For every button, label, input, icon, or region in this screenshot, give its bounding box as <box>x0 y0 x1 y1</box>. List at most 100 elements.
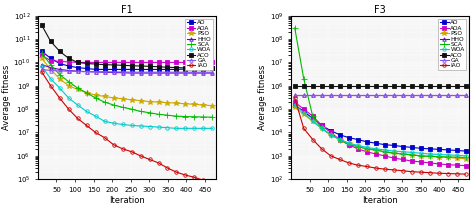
HHO <box>137 72 143 74</box>
SCA <box>436 155 441 158</box>
AOA <box>409 160 414 162</box>
SCA <box>84 91 90 94</box>
SCA <box>382 150 387 153</box>
ACO <box>400 84 405 87</box>
AO <box>201 68 206 70</box>
AOA <box>93 61 99 64</box>
SCA <box>463 156 468 159</box>
AOA <box>337 138 343 141</box>
AO <box>400 145 405 148</box>
SCA <box>66 80 72 83</box>
SCA <box>319 127 325 130</box>
PSO <box>75 88 81 91</box>
ACO <box>137 65 143 67</box>
X-axis label: Iteration: Iteration <box>109 196 145 205</box>
IAO <box>39 70 45 73</box>
AOA <box>427 162 432 164</box>
WOA <box>93 115 99 118</box>
ACO <box>427 84 432 87</box>
Line: ACO: ACO <box>293 84 467 88</box>
PSO <box>409 153 414 156</box>
SCA <box>391 152 396 155</box>
PSO <box>301 113 307 116</box>
HHO <box>48 66 54 69</box>
WOA <box>146 125 152 128</box>
AOA <box>48 59 54 62</box>
IAO <box>137 155 143 157</box>
Line: HHO: HHO <box>293 93 467 97</box>
ACO <box>210 67 215 70</box>
IAO <box>164 167 170 169</box>
AOA <box>418 161 423 163</box>
IAO <box>301 127 307 130</box>
AO <box>337 134 343 136</box>
AOA <box>164 61 170 64</box>
AO <box>84 67 90 70</box>
AOA <box>201 61 206 64</box>
GA <box>39 68 45 71</box>
PSO <box>454 157 459 159</box>
WOA <box>328 134 334 136</box>
SCA <box>191 115 197 118</box>
IAO <box>48 84 54 87</box>
GA <box>436 94 441 96</box>
X-axis label: Iteration: Iteration <box>362 196 398 205</box>
PSO <box>436 155 441 158</box>
SCA <box>173 115 179 118</box>
GA <box>301 94 307 96</box>
GA <box>102 70 108 73</box>
AOA <box>328 131 334 134</box>
WOA <box>155 126 161 128</box>
SCA <box>400 153 405 155</box>
SCA <box>48 63 54 66</box>
SCA <box>346 143 352 146</box>
ACO <box>84 62 90 65</box>
ACO <box>454 84 459 87</box>
AOA <box>319 124 325 127</box>
SCA <box>164 114 170 116</box>
PSO <box>102 95 108 98</box>
ACO <box>310 84 316 87</box>
AOA <box>102 61 108 64</box>
PSO <box>382 150 387 153</box>
GA <box>75 70 81 73</box>
ACO <box>57 50 63 53</box>
PSO <box>391 152 396 155</box>
HHO <box>418 94 423 96</box>
GA <box>454 94 459 96</box>
GA <box>120 71 126 73</box>
AO <box>111 68 117 71</box>
GA <box>409 94 414 96</box>
IAO <box>155 162 161 164</box>
PSO <box>182 102 188 105</box>
GA <box>182 71 188 73</box>
GA <box>337 94 343 96</box>
AOA <box>292 101 298 103</box>
GA <box>84 70 90 73</box>
HHO <box>328 94 334 96</box>
HHO <box>382 94 387 96</box>
Line: ACO: ACO <box>40 23 214 70</box>
AOA <box>301 108 307 110</box>
AO <box>48 57 54 60</box>
SCA <box>355 145 361 148</box>
HHO <box>427 94 432 96</box>
PSO <box>39 57 45 60</box>
SCA <box>310 115 316 118</box>
ACO <box>355 84 361 87</box>
IAO <box>337 158 343 161</box>
IAO <box>93 131 99 134</box>
GA <box>427 94 432 96</box>
PSO <box>173 102 179 105</box>
IAO <box>201 179 206 182</box>
WOA <box>436 153 441 156</box>
SCA <box>93 97 99 99</box>
IAO <box>210 181 215 184</box>
PSO <box>463 157 468 160</box>
PSO <box>355 145 361 148</box>
HHO <box>128 72 134 74</box>
ACO <box>128 64 134 67</box>
GA <box>391 94 396 96</box>
WOA <box>173 127 179 130</box>
ACO <box>391 84 396 87</box>
